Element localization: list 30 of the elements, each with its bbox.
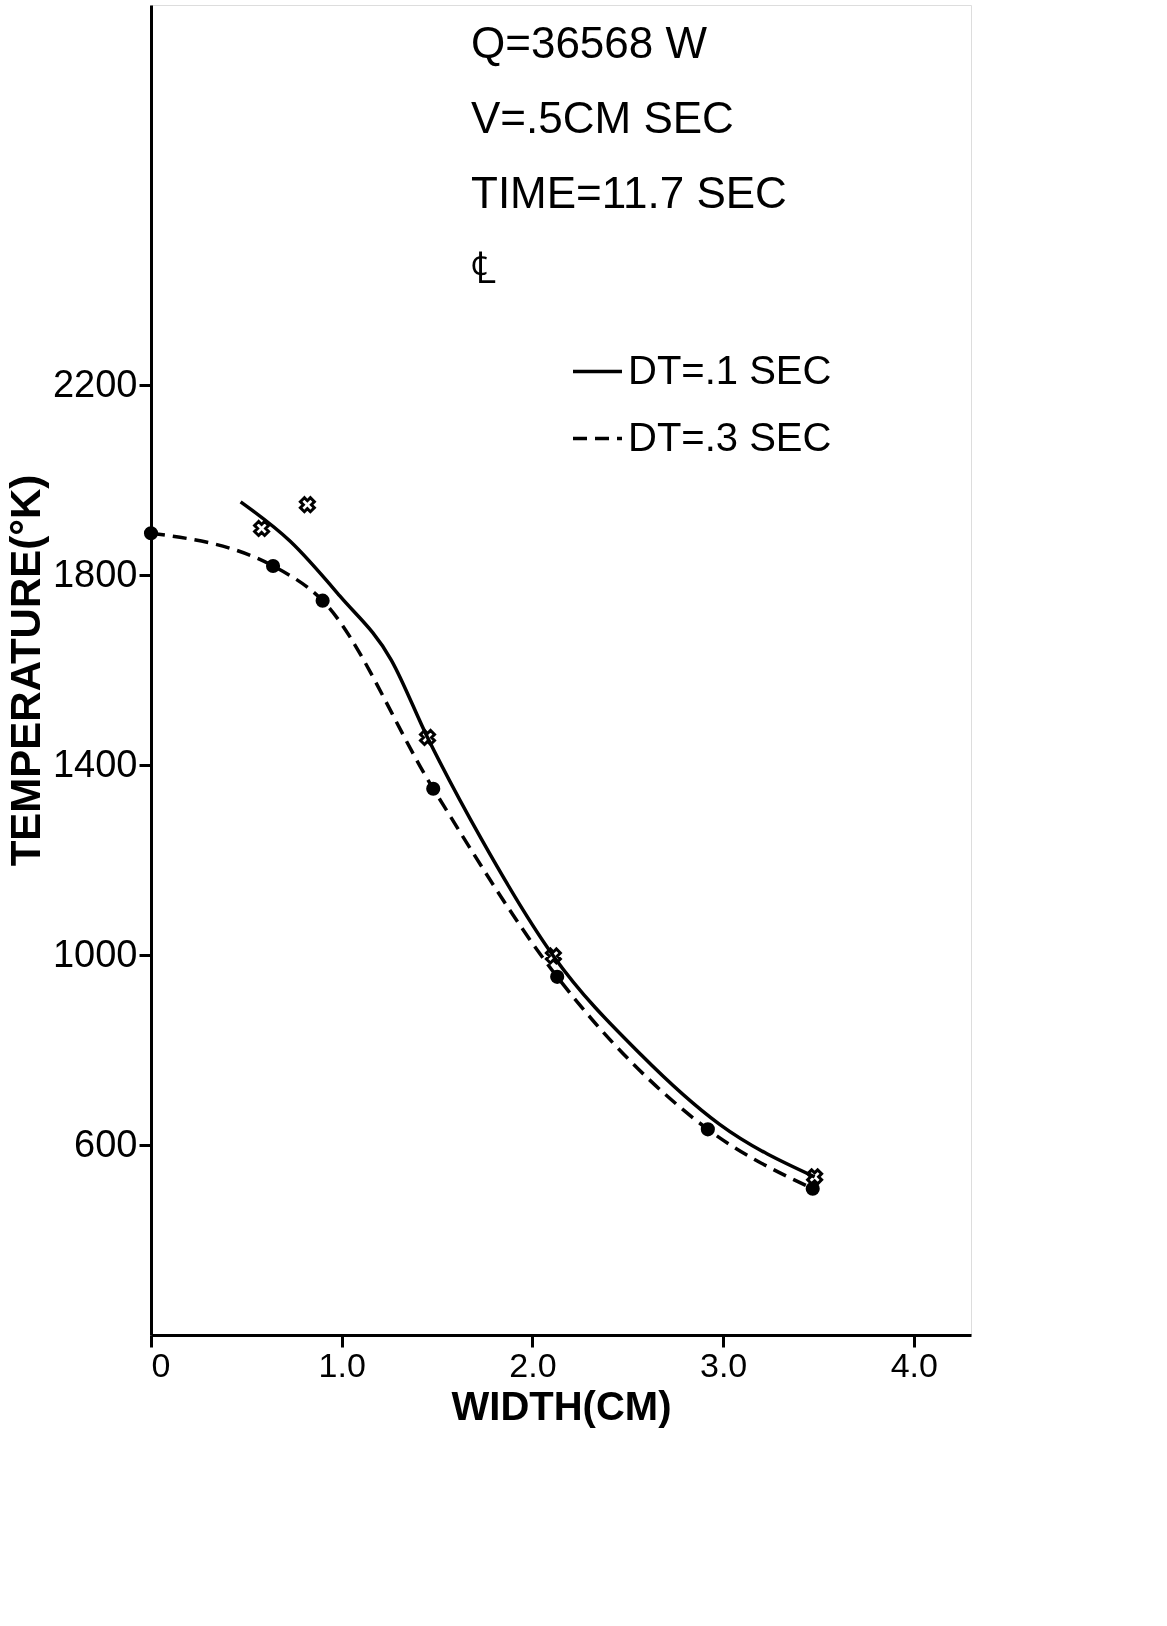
legend-label: DT=.3 SEC xyxy=(628,414,832,459)
point xyxy=(419,728,437,746)
point xyxy=(143,526,159,541)
x-tick-label: 1.0 xyxy=(318,1345,366,1384)
point xyxy=(265,558,281,574)
x-tick-label: 3.0 xyxy=(699,1345,748,1384)
annotation: TIME=11.7 SEC xyxy=(471,168,787,217)
point xyxy=(805,1181,820,1196)
point xyxy=(544,947,562,965)
point xyxy=(253,519,271,537)
x-tick-label: 4.0 xyxy=(890,1345,938,1384)
y-tick-label: 1400 xyxy=(52,742,138,785)
point xyxy=(315,593,330,608)
x-axis-title: WIDTH(CM) xyxy=(451,1383,672,1428)
legend-label: DT=.1 SEC xyxy=(628,347,832,392)
point xyxy=(700,1122,715,1137)
y-tick-label: 600 xyxy=(74,1122,138,1165)
annotation: V=.5CM SEC xyxy=(471,93,734,142)
y-tick-label: 1800 xyxy=(52,552,138,595)
point xyxy=(550,969,565,984)
annotation: ℄ xyxy=(471,243,496,292)
point xyxy=(806,1168,824,1186)
point xyxy=(298,496,316,514)
x-tick-label: 2.0 xyxy=(509,1345,557,1384)
point xyxy=(426,781,441,796)
annotation: Q=36568 W xyxy=(471,18,708,67)
x-tick-label: 0 xyxy=(151,1345,171,1384)
y-tick-label: 1000 xyxy=(52,932,138,975)
y-tick-label: 2200 xyxy=(52,362,138,405)
y-axis-title: TEMPERATURE(°K) xyxy=(1,474,49,867)
